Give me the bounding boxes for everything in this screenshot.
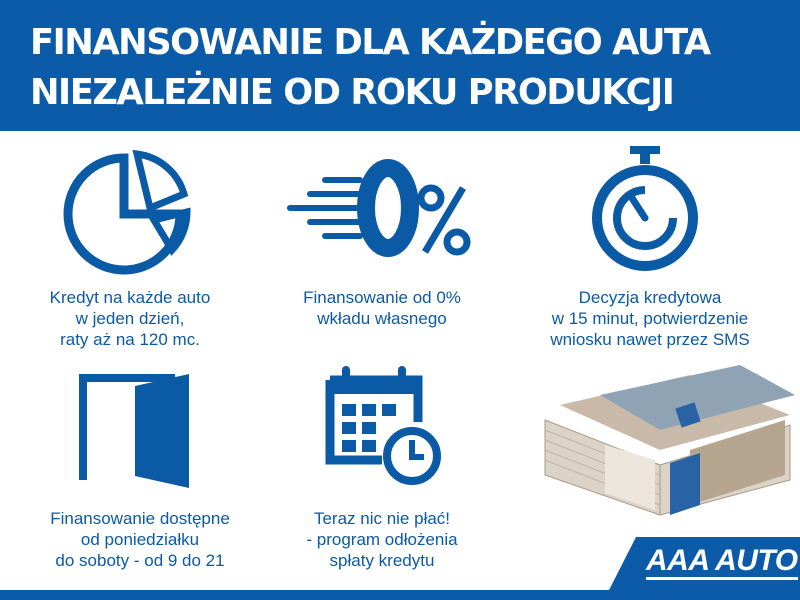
feature-caption-3: Decyzja kredytowa w 15 minut, potwierdzen… [550,288,750,349]
feature-caption-2: Finansowanie od 0% wkładu własnego [303,288,461,328]
stopwatch-icon [592,146,698,271]
banknote-stack-image [544,365,795,516]
bottom-bar [0,590,800,600]
feature-caption-4: Finansowanie dostępne od poniedziałku do s… [50,509,230,570]
header-banner: FINANSOWANIE DLA KAŻDEGO AUTA NIEZALEŻNIE… [0,0,800,131]
zero-percent-icon [287,159,471,257]
pie-chart-icon [63,150,191,275]
door-icon [79,374,189,488]
headline: FINANSOWANIE DLA KAŻDEGO AUTA NIEZALEŻNIE… [30,22,711,113]
calendar-clock-icon [325,366,441,485]
aaa-auto-logo: AAA AUTO [608,537,800,592]
feature-caption-1: Kredyt na każde auto w jeden dzień, raty a… [49,288,211,349]
feature-caption-5: Teraz nic nie płać! - program odłożenia sp… [306,509,458,570]
